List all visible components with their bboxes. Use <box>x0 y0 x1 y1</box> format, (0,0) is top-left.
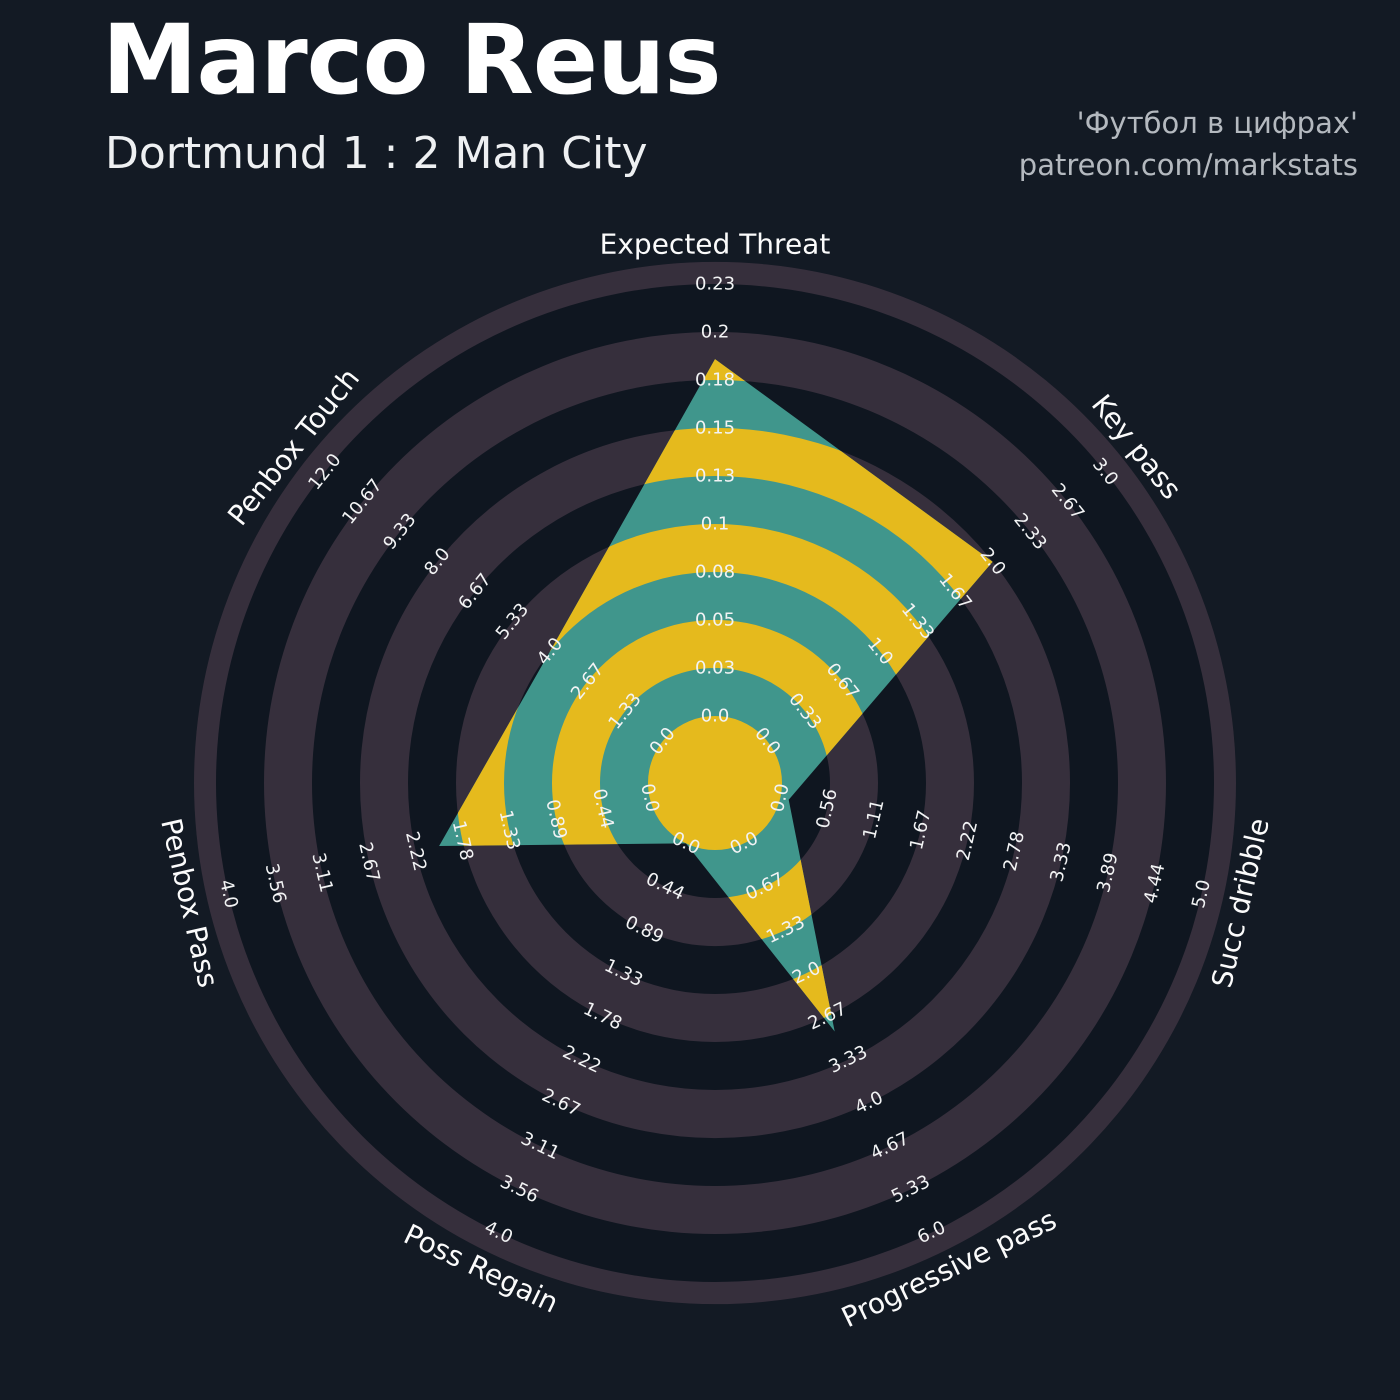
player-name: Marco Reus <box>102 4 721 116</box>
axis-tick-label: 0.1 <box>701 514 730 535</box>
radar-center-circle <box>648 716 782 850</box>
axis-tick-label: 0.15 <box>695 418 735 439</box>
axis-tick-label: 0.0 <box>701 706 730 727</box>
match-score: Dortmund 1 : 2 Man City <box>105 128 648 179</box>
radar-polygon <box>439 359 993 1032</box>
credit-patreon-url: patreon.com/markstats <box>1018 148 1358 183</box>
axis-tick-label: 0.23 <box>695 274 735 295</box>
axis-tick-label: 0.18 <box>695 370 735 391</box>
axis-title: Expected Threat <box>600 228 831 261</box>
axis-tick-label: 0.03 <box>695 658 735 679</box>
axis-tick-label: 0.13 <box>695 466 735 487</box>
credit-brand: 'Футбол в цифрах' <box>1076 106 1358 140</box>
credits-block: 'Футбол в цифрах' patreon.com/markstats <box>1019 102 1358 186</box>
axis-tick-label: 0.05 <box>695 610 735 631</box>
axis-tick-label: 0.08 <box>695 562 735 583</box>
axis-tick-label: 0.2 <box>701 322 730 343</box>
